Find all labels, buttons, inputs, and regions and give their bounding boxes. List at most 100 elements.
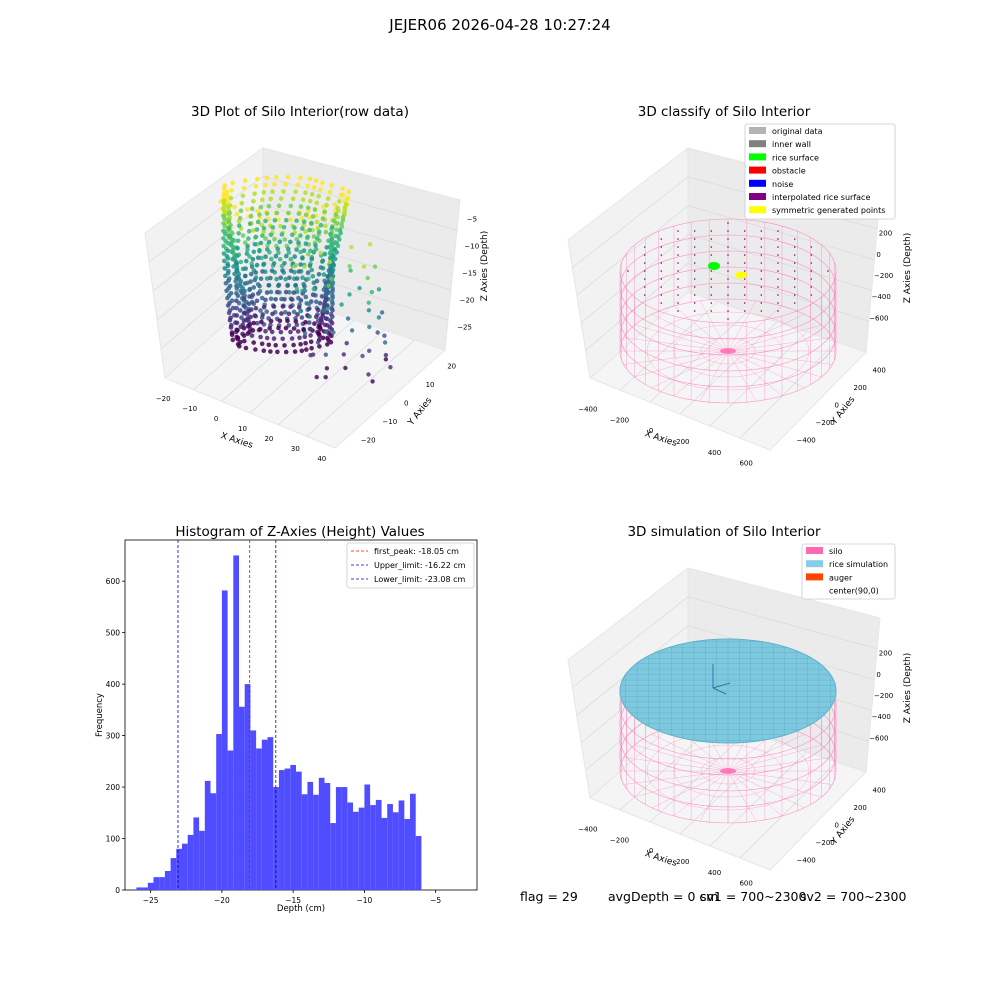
interpolated-point	[810, 262, 813, 264]
data-point	[238, 288, 244, 294]
data-point	[295, 312, 300, 317]
data-point	[335, 243, 341, 249]
data-point	[235, 328, 240, 333]
histogram-bar	[221, 590, 228, 890]
data-point	[294, 218, 299, 223]
interpolated-point	[677, 262, 679, 264]
y-axis-label: Frequency	[95, 693, 105, 737]
interpolated-point	[643, 246, 646, 248]
data-point	[315, 225, 321, 231]
z-axis-label: Z Axies (Depth)	[903, 653, 913, 724]
data-point	[306, 251, 311, 257]
data-point	[230, 337, 236, 343]
data-point	[348, 268, 353, 273]
interpolated-point	[660, 262, 663, 264]
figure-title: JEJER06 2026-04-28 10:27:24	[389, 16, 611, 34]
interpolated-point	[693, 262, 696, 264]
interpolated-point	[693, 286, 696, 288]
data-point	[308, 333, 313, 338]
data-point	[326, 238, 331, 244]
tick-label: 500	[106, 629, 121, 638]
tick-label: 30	[291, 445, 300, 453]
panel-title: 3D classify of Silo Interior	[638, 104, 811, 120]
data-point	[307, 320, 312, 325]
interpolated-point	[760, 230, 763, 232]
data-point	[255, 291, 261, 296]
data-point	[230, 305, 236, 311]
data-point	[241, 185, 247, 191]
interpolated-point	[693, 254, 696, 256]
tick-label: 400	[873, 787, 886, 795]
data-point	[260, 312, 266, 317]
z-axis-label: Z Axies (Depth)	[480, 231, 490, 302]
data-point	[323, 375, 328, 380]
data-point	[234, 305, 239, 311]
x-axis-label: X Axies	[643, 429, 678, 449]
histogram-bar	[415, 835, 422, 890]
histogram-bar	[404, 818, 411, 890]
data-point	[329, 333, 334, 339]
panel-histogram: Histogram of Z-Axies (Height) Values −25…	[95, 524, 478, 914]
data-point	[248, 213, 254, 219]
interpolated-point	[793, 302, 796, 304]
histogram-bar	[227, 750, 234, 890]
data-point	[274, 276, 279, 282]
tick-label: −200	[816, 419, 835, 427]
z-tick-labels: −5 −10 −15 −20 −25	[457, 216, 479, 332]
data-point	[292, 254, 298, 259]
tick-label: −200	[816, 839, 835, 847]
data-point	[303, 241, 309, 246]
data-point	[344, 341, 349, 346]
data-point	[253, 305, 259, 311]
histogram-bar	[136, 887, 143, 890]
data-point	[375, 330, 380, 335]
histogram-bar	[324, 782, 331, 890]
data-point	[296, 240, 301, 245]
data-point	[222, 258, 227, 264]
histogram-bar	[307, 781, 314, 890]
panel-simulation: 3D simulation of Silo Interior −400 −200 0…	[567, 524, 913, 888]
data-point	[294, 247, 299, 252]
data-point	[277, 239, 283, 244]
data-point	[263, 236, 268, 241]
tick-label: −20	[460, 297, 475, 305]
data-point	[294, 276, 300, 281]
interpolated-point	[727, 270, 729, 272]
data-point	[238, 308, 243, 313]
interpolated-point	[760, 246, 763, 248]
grid-line	[649, 731, 748, 823]
tick-label: 200	[879, 650, 892, 658]
data-point	[273, 343, 279, 348]
data-point	[305, 205, 311, 211]
y-tick-labels: 0 100 200 300 400 500 600	[106, 577, 125, 895]
legend-swatch	[806, 547, 823, 554]
data-point	[221, 190, 227, 196]
tick-label: 600	[739, 460, 752, 468]
data-point	[271, 336, 277, 341]
histogram-bar	[233, 555, 240, 890]
histogram-bar	[199, 830, 205, 890]
data-point	[286, 311, 292, 317]
data-point	[333, 212, 339, 217]
data-point	[251, 285, 257, 290]
data-point	[298, 262, 303, 267]
data-point	[302, 334, 308, 340]
interpolated-point	[677, 278, 679, 280]
legend-label: obstacle	[772, 167, 806, 176]
interpolated-point	[810, 286, 813, 288]
interpolated-point	[777, 246, 779, 248]
data-point	[329, 183, 335, 188]
data-point	[258, 308, 263, 313]
grid-line	[687, 596, 878, 650]
data-point	[283, 349, 289, 355]
interpolated-point	[710, 246, 713, 248]
interpolated-point	[793, 270, 796, 272]
interpolated-point	[777, 302, 779, 304]
data-point	[263, 297, 268, 303]
data-point	[286, 250, 292, 255]
data-point	[322, 209, 328, 215]
data-point	[304, 347, 309, 352]
tick-label: 0	[835, 402, 839, 410]
data-point	[307, 263, 313, 269]
data-point	[270, 225, 276, 230]
